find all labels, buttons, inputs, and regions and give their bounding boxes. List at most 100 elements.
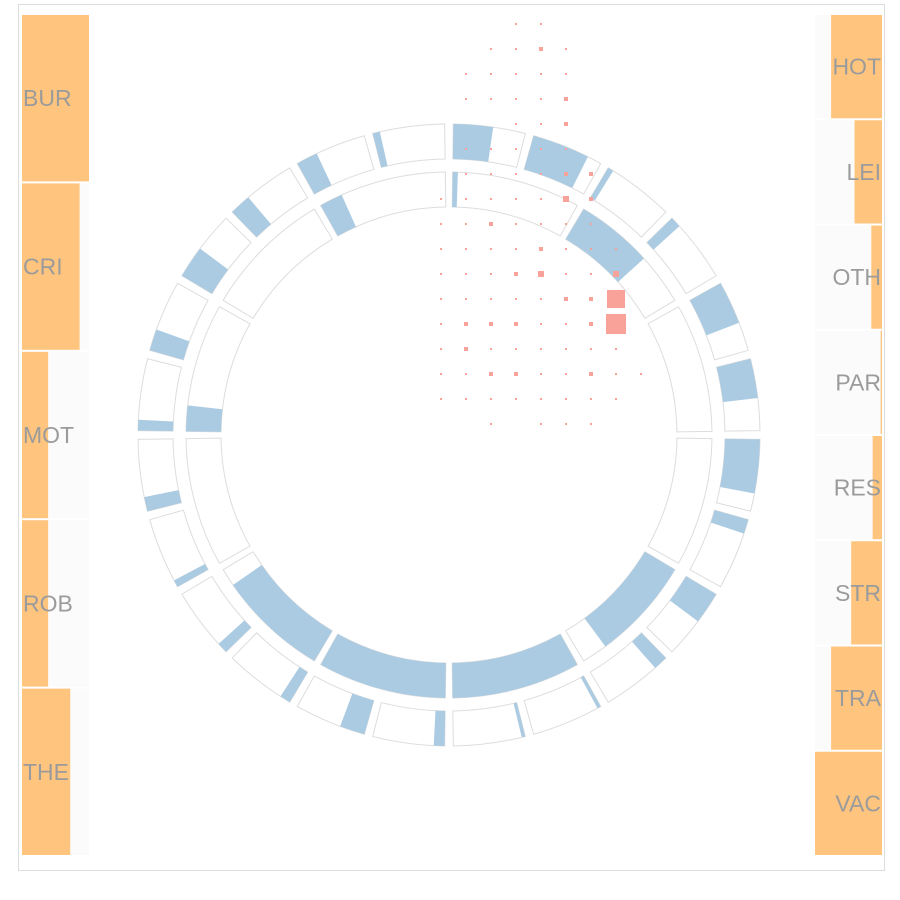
bar-label: TRA (835, 685, 882, 711)
ring-segment (174, 563, 209, 587)
bar-track (815, 225, 882, 329)
heatmap-cell (440, 348, 442, 350)
bar-mot (22, 351, 49, 519)
heatmap-cell (564, 122, 568, 126)
heatmap-cell (515, 298, 517, 300)
heatmap-cell (590, 223, 592, 225)
ring-segment-track (523, 675, 602, 735)
heatmap-cell (490, 173, 492, 175)
heatmap-cell (539, 247, 543, 251)
bar-tra (831, 646, 882, 750)
ring-segment-track (589, 632, 667, 703)
heatmap-cell (590, 248, 592, 250)
heatmap-cell (613, 271, 619, 277)
bar-label: BUR (23, 85, 72, 111)
heatmap-cell (515, 123, 517, 125)
ring-segment-track (647, 437, 713, 564)
bar-label: CRI (23, 254, 63, 280)
heatmap-cell (565, 323, 567, 325)
heatmap-cell (564, 97, 568, 101)
chart-frame (18, 4, 885, 871)
heatmap-cell (490, 423, 492, 425)
ring-segment-track (372, 701, 446, 747)
bar-label: VAC (835, 790, 881, 816)
heatmap-cell (590, 273, 592, 275)
heatmap-cell (489, 372, 493, 376)
heatmap-cell (540, 123, 542, 125)
bar-track (815, 436, 882, 540)
heatmap-cell (490, 348, 492, 350)
heatmap-cell (465, 273, 467, 275)
heatmap-cell (489, 322, 493, 326)
heatmap-cell (565, 248, 567, 250)
heatmap-cell (465, 223, 467, 225)
bar-label: OTH (832, 264, 881, 290)
heatmap-cell (490, 248, 492, 250)
heatmap-cell (540, 298, 542, 300)
ring-segment (372, 131, 388, 168)
heatmap-cell (515, 173, 517, 175)
ring-segment (710, 510, 749, 534)
ring-segment-track (689, 509, 749, 588)
bar-label: LEI (846, 159, 881, 185)
heatmap-cell (615, 373, 617, 375)
heatmap-cell (590, 398, 592, 400)
heatmap-cell (540, 348, 542, 350)
heatmap-cell (564, 297, 568, 301)
heatmap-cell (515, 198, 517, 200)
heatmap-cell (540, 323, 542, 325)
ring-segment-track (646, 217, 717, 295)
heatmap-cell (565, 73, 567, 75)
heatmap-cell (490, 273, 492, 275)
ring-segment-track (185, 306, 251, 433)
heatmap-cell (440, 398, 442, 400)
heatmap-cell (539, 47, 543, 51)
heatmap-cell (490, 73, 492, 75)
heatmap-cell (515, 398, 517, 400)
bar-str (851, 541, 882, 645)
heatmap-cell (464, 347, 468, 351)
heatmap-cell (540, 198, 542, 200)
ring-segment (232, 197, 271, 238)
heatmap-cell (515, 23, 517, 25)
heatmap-cell (465, 398, 467, 400)
heatmap-cell (565, 373, 567, 375)
heatmap-cell (465, 73, 467, 75)
left-bar-group: BUR CRI MOT ROB THE (22, 15, 89, 855)
heatmap-cell (589, 372, 593, 376)
ring-segment (218, 620, 252, 652)
bar-bur (22, 15, 89, 182)
heatmap-cell (465, 248, 467, 250)
ring-segment (590, 167, 614, 201)
ring-segment (149, 329, 190, 360)
heatmap-cell (565, 148, 567, 150)
ring-segment (669, 576, 717, 622)
ring-segment (513, 702, 526, 738)
heatmap-cell (464, 322, 468, 326)
ring-segment (144, 490, 182, 512)
bar-label: HOT (832, 54, 881, 80)
ring-segment (689, 283, 740, 336)
ring-segment-track (372, 123, 446, 169)
ring-segment-track (452, 701, 526, 747)
heatmap-cell (589, 172, 593, 176)
heatmap-cell (514, 322, 518, 326)
heatmap-cell (465, 148, 467, 150)
ring-segment (280, 666, 308, 703)
heatmap-cell (515, 223, 517, 225)
ring-segment (138, 419, 174, 432)
heatmap-cell (540, 423, 542, 425)
bar-label: THE (23, 759, 69, 785)
bar-hot (831, 15, 882, 119)
heatmap-cell (440, 223, 442, 225)
heatmap-group (440, 23, 642, 425)
bar-label: STR (835, 580, 881, 606)
bar-rob (22, 520, 49, 687)
bar-lei (854, 120, 882, 224)
ring-segment (646, 218, 680, 250)
heatmap-cell (515, 73, 517, 75)
heatmap-cell (440, 323, 442, 325)
ring-segment (452, 172, 458, 208)
heatmap-cell (540, 98, 542, 100)
heatmap-cell (615, 398, 617, 400)
